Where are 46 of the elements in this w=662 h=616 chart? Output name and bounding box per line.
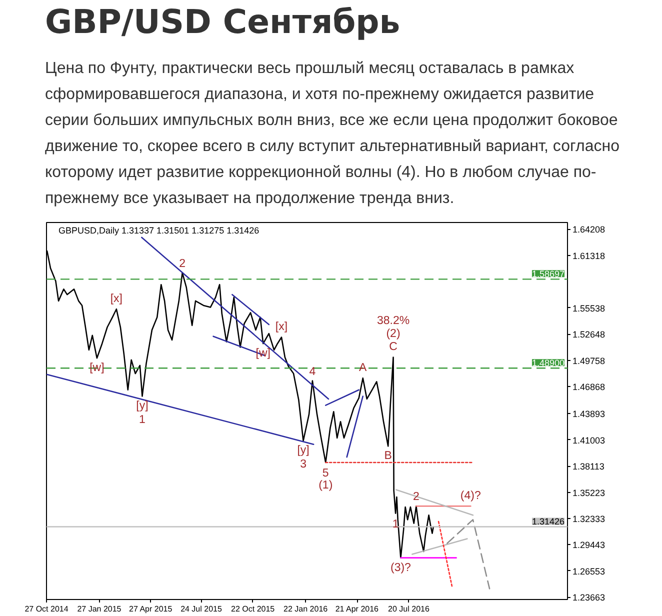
annotation: C	[389, 341, 398, 354]
y-tick-label: 1.35223	[572, 488, 606, 498]
ref-line-label: 1.31426	[532, 516, 565, 527]
annotation: 38.2%	[376, 315, 410, 328]
y-tick-label: 1.41003	[572, 435, 606, 446]
x-tick-label: 22 Jan 2016	[284, 604, 328, 614]
y-tick-label: 1.38113	[572, 462, 604, 472]
annotation: [x]	[275, 321, 288, 334]
x-tick-label: 27 Oct 2014	[24, 604, 69, 614]
chart-subtitle: Цена по Фунту, практически весь прошлый месяц оставалась в рамках сформировавшегося диапазона, и хотя по-прежнему ожидается развитие серии больших импульсных волн вниз, все же если цена продолжит боковое движение то, скорее всего в силу вступит альтернативный вариант, согласно которому идет развитие коррекционной волны (4). Но в любом случае по-прежнему все указывает на продолжение тренда вниз.	[45, 59, 620, 209]
y-tick-label: 1.49758	[572, 356, 606, 366]
annotation: 5	[322, 468, 329, 480]
x-tick-label: 22 Oct 2015	[231, 604, 276, 614]
ref-line-label: 1.48900	[532, 358, 565, 368]
annotation: 2	[179, 258, 186, 270]
annotation: [x]	[110, 293, 122, 306]
annotation: (3)?	[390, 562, 411, 574]
ref-line-label: 1.58697	[532, 269, 565, 280]
annotation: 3	[300, 458, 306, 471]
x-tick-label: 27 Apr 2015	[129, 604, 173, 614]
x-tick-label: 21 Apr 2016	[335, 604, 380, 614]
annotation: 2	[412, 491, 420, 504]
annotation: 1	[139, 414, 146, 426]
annotation: (1)	[318, 480, 333, 492]
x-tick-label: 20 Jul 2016	[388, 604, 430, 614]
annotation: 1	[392, 518, 399, 530]
annotation: GBPUSD,Daily 1.31337 1.31501 1.31275 1.31426	[58, 226, 260, 236]
y-tick-label: 1.32333	[572, 514, 606, 524]
annotation: B	[384, 450, 392, 462]
y-tick-label: 1.23663	[572, 592, 606, 603]
annotation: 4	[309, 366, 316, 378]
y-tick-label: 1.61318	[572, 250, 606, 261]
y-tick-label: 1.46868	[572, 382, 606, 392]
y-tick-label: 1.52648	[572, 330, 606, 340]
annotation: [y]	[136, 400, 148, 412]
x-tick-label: 27 Jan 2015	[77, 604, 122, 614]
annotation: (2)	[386, 328, 400, 340]
chart-title: GBP/USD Сентябрь	[45, 2, 400, 41]
x-tick-label: 24 Jul 2015	[180, 604, 222, 614]
annotation: [y]	[297, 444, 310, 457]
annotation: (4)?	[460, 490, 481, 502]
y-tick-label: 1.29443	[572, 540, 606, 550]
y-tick-label: 1.26553	[572, 566, 606, 576]
y-tick-label: 1.55538	[572, 303, 606, 314]
y-tick-label: 1.64208	[572, 224, 606, 235]
y-tick-label: 1.43893	[572, 409, 606, 420]
